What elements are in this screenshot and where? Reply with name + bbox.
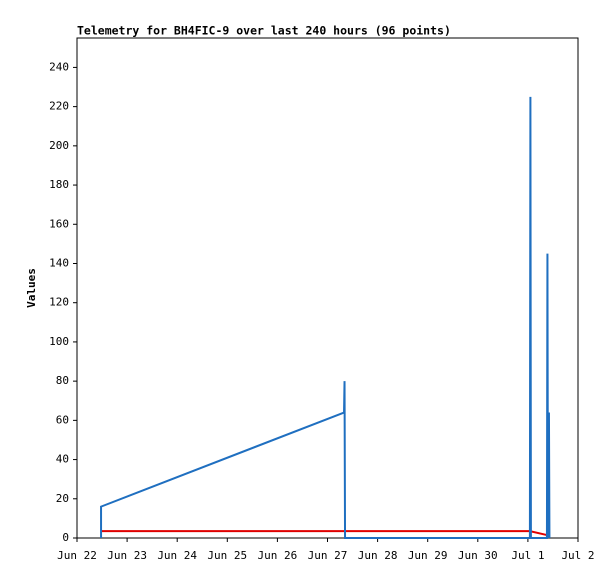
y-tick-label: 140 <box>49 256 69 269</box>
y-tick-label: 220 <box>49 100 69 113</box>
y-tick-label: 100 <box>49 335 69 348</box>
y-tick-label: 80 <box>56 374 69 387</box>
x-tick-label: Jul 2 <box>561 549 594 562</box>
x-tick-label: Jun 29 <box>408 549 448 562</box>
x-tick-label: Jun 22 <box>57 549 97 562</box>
y-axis-label: Values <box>25 268 38 308</box>
chart-title: Telemetry for BH4FIC-9 over last 240 hou… <box>77 24 451 38</box>
y-tick-label: 120 <box>49 296 69 309</box>
x-tick-label: Jun 24 <box>157 549 197 562</box>
x-tick-label: Jun 25 <box>207 549 247 562</box>
x-tick-label: Jun 30 <box>458 549 498 562</box>
plot-frame <box>76 37 579 539</box>
y-tick-label: 20 <box>56 492 69 505</box>
x-tick-label: Jun 27 <box>308 549 348 562</box>
x-tick-label: Jul 1 <box>511 549 544 562</box>
y-tick-label: 0 <box>62 531 69 544</box>
y-tick-label: 180 <box>49 178 69 191</box>
series-line <box>100 96 551 539</box>
y-tick-label: 160 <box>49 217 69 230</box>
y-tick-label: 40 <box>56 453 69 466</box>
y-tick-label: 240 <box>49 60 69 73</box>
x-tick-label: Jun 28 <box>358 549 398 562</box>
x-tick-label: Jun 23 <box>107 549 147 562</box>
y-tick-label: 60 <box>56 413 69 426</box>
y-tick-label: 200 <box>49 139 69 152</box>
x-tick-label: Jun 26 <box>258 549 298 562</box>
